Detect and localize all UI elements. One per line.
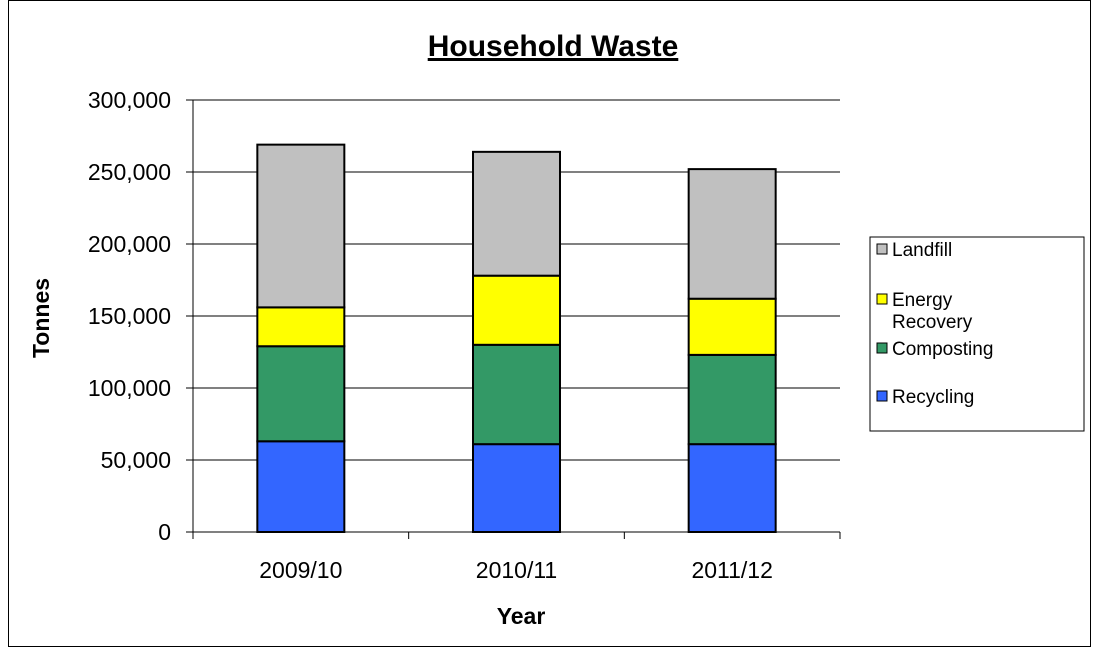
bar-segment-energy-recovery <box>472 274 561 346</box>
legend-box <box>869 236 1085 432</box>
bar-segment-energy-recovery <box>256 306 346 348</box>
legend-label: Energy Recovery <box>892 290 973 333</box>
y-tick-label: 200,000 <box>88 231 171 257</box>
legend-label: Composting <box>892 339 993 360</box>
y-tick-labels: 0 50,000 100,000 150,000 200,000 250,000 300,0… <box>88 87 171 545</box>
bar-segment-composting <box>256 345 346 443</box>
y-tick-label: 0 <box>158 519 171 545</box>
legend: Landfill Energy Recovery Composting Recyclin… <box>869 236 1085 432</box>
y-tick-label: 100,000 <box>88 375 171 401</box>
x-tick-labels: 2009/10 2010/11 2011/12 <box>259 557 773 583</box>
y-tick-label: 150,000 <box>88 303 171 329</box>
axes <box>186 99 841 539</box>
x-axis-title: Year <box>497 603 546 629</box>
y-tick-label: 250,000 <box>88 159 171 185</box>
bar-segment-landfill <box>687 168 777 300</box>
bar-segment-recycling <box>687 443 777 533</box>
x-tick-label: 2011/12 <box>691 557 772 583</box>
y-tick-label: 50,000 <box>101 447 171 473</box>
bars <box>256 143 777 533</box>
legend-swatch <box>876 390 888 402</box>
chart-title: Household Waste <box>428 30 679 63</box>
bar-segment-recycling <box>256 440 346 533</box>
x-tick-label: 2009/10 <box>259 557 342 583</box>
bar-segment-composting <box>687 353 777 446</box>
legend-swatch <box>876 243 888 255</box>
bar-segment-landfill <box>256 143 346 309</box>
bar-segment-composting <box>472 343 561 446</box>
legend-label: Landfill <box>892 240 952 261</box>
bar-segment-energy-recovery <box>687 297 777 356</box>
legend-label: Recycling <box>892 387 974 408</box>
bar-segment-recycling <box>472 443 561 533</box>
legend-swatch <box>876 342 888 354</box>
y-axis-title: Tonnes <box>28 278 54 358</box>
x-tick-label: 2010/11 <box>476 557 557 583</box>
bar-segment-landfill <box>472 150 561 277</box>
y-tick-label: 300,000 <box>88 87 171 113</box>
legend-swatch <box>876 293 888 305</box>
